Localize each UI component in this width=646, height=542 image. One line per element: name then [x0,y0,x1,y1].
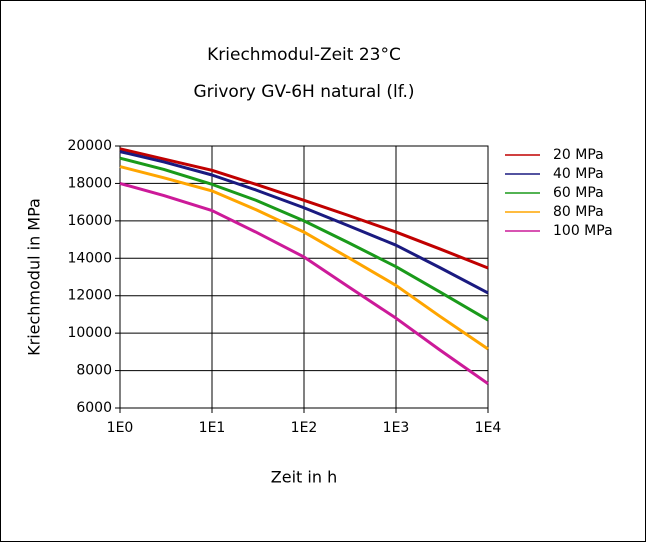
x-tick-label: 1E2 [291,420,318,436]
y-tick-label: 20000 [67,138,112,154]
series-line [119,156,489,322]
x-tick-label: 1E3 [383,420,410,436]
y-tick-label: 6000 [76,400,112,416]
chart-subtitle: Grivory GV-6H natural (lf.) [193,82,414,102]
series-line [119,150,489,295]
x-tick-label: 1E0 [107,420,134,436]
y-axis-label: Kriechmodul in MPa [25,198,44,356]
x-tick-label: 1E1 [199,420,226,436]
legend-label: 40 MPa [553,166,604,182]
x-tick-label: 1E4 [475,420,502,436]
y-tick-label: 8000 [76,363,112,379]
y-tick-label: 10000 [67,325,112,341]
chart-title: Kriechmodul-Zeit 23°C [207,45,401,65]
legend-label: 80 MPa [553,204,604,220]
x-axis-label: Zeit in h [271,468,337,487]
legend-label: 60 MPa [553,185,604,201]
series-line [119,181,489,385]
legend-label: 20 MPa [553,147,604,163]
y-tick-label: 12000 [67,288,112,304]
series-line [119,165,489,351]
plot-frame [119,145,489,409]
y-tick-label: 14000 [67,250,112,266]
legend-label: 100 MPa [553,223,613,239]
series-line [119,147,489,270]
y-tick-label: 16000 [67,213,112,229]
y-tick-label: 18000 [67,175,112,191]
